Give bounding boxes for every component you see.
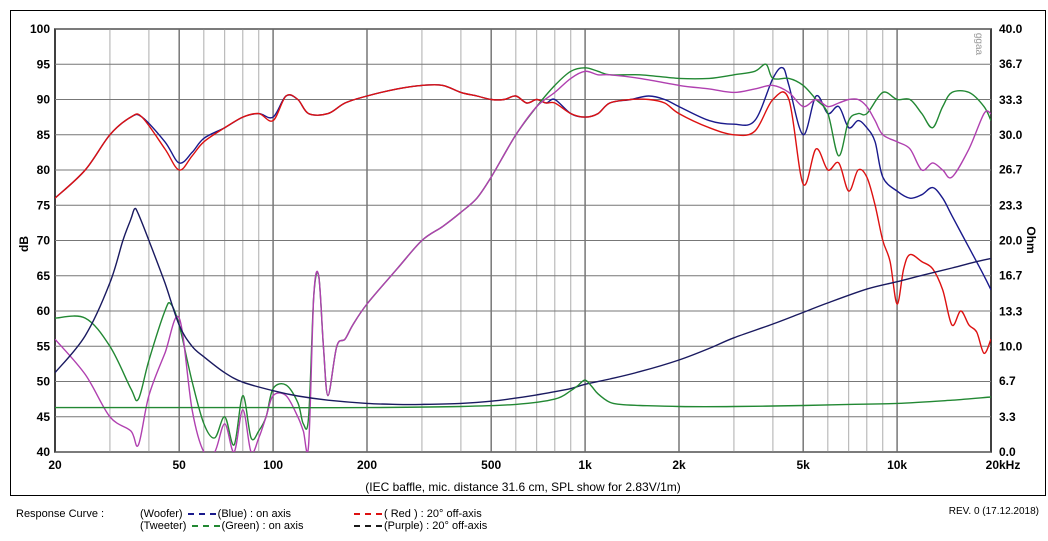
legend-group-woofer: (Woofer) (140, 508, 183, 520)
y-axis-label: dB (17, 236, 31, 252)
revision-label: REV. 0 (17.12.2018) (948, 506, 1039, 517)
series-line-3 (55, 70, 991, 452)
y2-tick-label: 10.0 (999, 339, 1023, 353)
legend-group-tweeter: (Tweeter) (140, 520, 187, 532)
y-tick-label: 75 (37, 198, 51, 212)
legend-label-purple: (Purple) : 20° off-axis (384, 520, 488, 532)
legend-swatch-green (191, 525, 220, 528)
legend-label-green: (Green) : on axis (221, 520, 304, 532)
y-tick-label: 40 (37, 445, 51, 459)
y2-tick-label: 23.3 (999, 199, 1023, 213)
x-tick-label: 2k (672, 458, 686, 472)
series-line-1 (55, 84, 991, 354)
legend-title: Response Curve : (16, 508, 105, 520)
y2-tick-label: 20.0 (999, 234, 1023, 248)
x-tick-label: 500 (481, 458, 501, 472)
y2-tick-label: 3.3 (999, 410, 1016, 424)
y-tick-label: 80 (37, 163, 51, 177)
legend-row-tweeter: (Tweeter) (Green) : on axis (140, 520, 303, 532)
x-tick-label: 100 (263, 458, 283, 472)
y2-tick-label: 30.0 (999, 128, 1023, 142)
y-tick-label: 60 (37, 304, 51, 318)
y2-tick-label: 16.7 (999, 268, 1023, 282)
legend-swatch-blue (187, 513, 216, 516)
x-tick-label: 5k (796, 458, 810, 472)
y2-tick-label: 26.7 (999, 163, 1023, 177)
chart-caption: (IEC baffle, mic. distance 31.6 cm, SPL … (365, 480, 680, 494)
x-tick-label: 1k (578, 458, 592, 472)
y2-axis-label: Ohm (1024, 226, 1038, 253)
y2-tick-label: 40.0 (999, 22, 1023, 36)
y2-tick-label: 0.0 (999, 445, 1016, 459)
legend-row-woofer: (Woofer) (Blue) : on axis (140, 508, 303, 520)
y-tick-label: 65 (37, 269, 51, 283)
y2-tick-label: 36.7 (999, 57, 1023, 71)
legend-label-red: ( Red ) : 20° off-axis (384, 508, 482, 520)
y-tick-label: 90 (37, 93, 51, 107)
series-line-4 (55, 207, 991, 406)
chart-ticks: 40 45 50 55 60 65 70 75 80 85 90 95 100 0.0 3.3 6.7 10.0… (30, 22, 1023, 472)
y-tick-label: 100 (30, 22, 50, 36)
x-tick-label: 50 (172, 458, 186, 472)
legend-left: (Woofer) (Blue) : on axis (Tweeter) (Gre… (140, 508, 303, 532)
y-tick-label: 85 (37, 128, 51, 142)
y2-tick-label: 13.3 (999, 304, 1023, 318)
y2-tick-label: 33.3 (999, 93, 1023, 107)
legend-right: ( Red ) : 20° off-axis (Purple) : 20° of… (352, 508, 487, 532)
y-tick-label: 55 (37, 339, 51, 353)
y2-tick-label: 6.7 (999, 374, 1016, 388)
x-tick-label: 10k (887, 458, 907, 472)
x-tick-label: 20 (48, 458, 62, 472)
chart-grid (54, 28, 992, 453)
frequency-response-chart: 40 45 50 55 60 65 70 75 80 85 90 95 100 0.0 3.3 6.7 10.0… (17, 22, 1038, 494)
x-tick-label: 200 (357, 458, 377, 472)
curve-group (55, 63, 991, 452)
watermark: ggaa (973, 33, 984, 56)
x-tick-label: 20kHz (986, 458, 1021, 472)
legend-swatch-red (354, 513, 382, 516)
series-line-5 (55, 379, 991, 409)
y-tick-label: 50 (37, 375, 51, 389)
y-tick-label: 70 (37, 234, 51, 248)
legend-label-blue: (Blue) : on axis (217, 508, 292, 520)
y-tick-label: 95 (37, 57, 51, 71)
y-tick-label: 45 (37, 410, 51, 424)
chart-frame (10, 10, 1046, 496)
chart-curves (55, 63, 991, 452)
legend-swatch-purple (354, 525, 382, 528)
